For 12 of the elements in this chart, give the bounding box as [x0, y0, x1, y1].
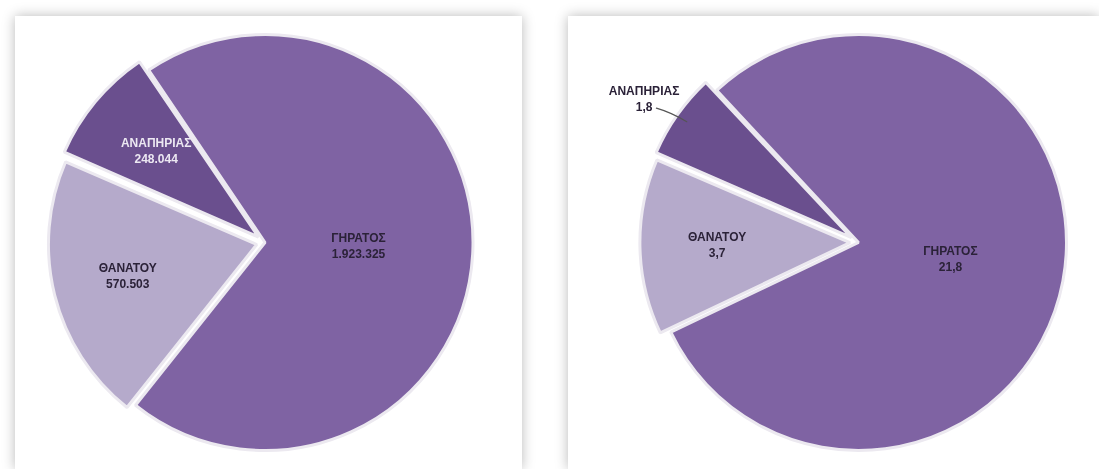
data-label: 3,7 — [708, 245, 726, 260]
slice-label: ΘΑΝΑΤΟΥ — [688, 229, 747, 244]
slice-label: ΓΗΡΑΤΟΣ — [923, 244, 978, 259]
slice-label: ΑΝΑΠΗΡΙΑΣ — [608, 84, 680, 99]
data-label: 248.044 — [134, 152, 179, 167]
data-label: 1,8 — [635, 100, 653, 115]
slice-label: ΓΗΡΑΤΟΣ — [331, 230, 386, 245]
slice-label: ΑΝΑΠΗΡΙΑΣ — [120, 136, 192, 151]
slice-label: ΘΑΝΑΤΟΥ — [98, 261, 157, 276]
data-label: 21,8 — [938, 260, 963, 275]
data-label: 1.923.325 — [331, 246, 386, 261]
data-label: 570.503 — [106, 277, 150, 292]
